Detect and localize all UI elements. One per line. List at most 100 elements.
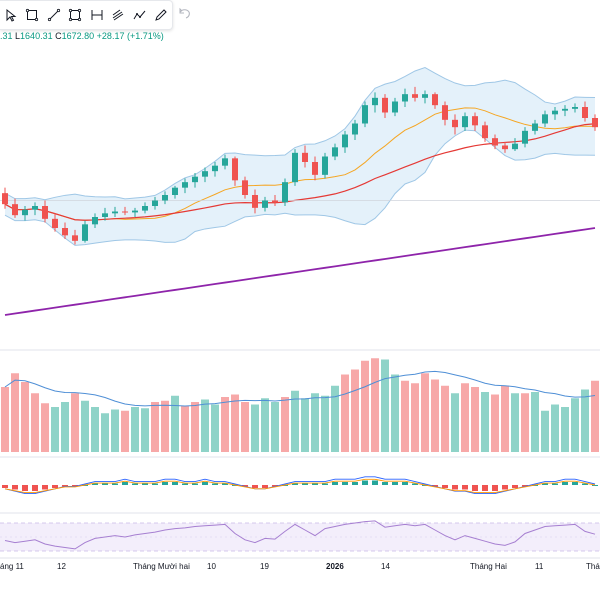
volume-bar[interactable]	[561, 407, 569, 452]
macd-histogram-bar[interactable]	[502, 485, 508, 490]
candle-body[interactable]	[182, 182, 188, 188]
macd-histogram-bar[interactable]	[22, 485, 28, 491]
candle-body[interactable]	[72, 235, 78, 241]
candle-body[interactable]	[472, 116, 478, 126]
macd-histogram-bar[interactable]	[462, 485, 468, 490]
candle-body[interactable]	[142, 206, 148, 211]
macd-histogram-bar[interactable]	[112, 483, 118, 486]
candle-body[interactable]	[212, 165, 218, 172]
macd-histogram-bar[interactable]	[272, 485, 278, 487]
volume-bar[interactable]	[21, 382, 29, 452]
volume-bar[interactable]	[361, 360, 369, 452]
macd-histogram-bar[interactable]	[192, 483, 198, 486]
candle-body[interactable]	[92, 217, 98, 225]
macd-histogram-bar[interactable]	[222, 483, 228, 486]
candle-body[interactable]	[122, 211, 128, 213]
measure-tool[interactable]	[86, 2, 108, 28]
macd-histogram-bar[interactable]	[132, 483, 138, 486]
candle-body[interactable]	[522, 130, 528, 144]
candle-body[interactable]	[382, 97, 388, 113]
candle-body[interactable]	[62, 228, 68, 236]
fib-channel-tool[interactable]	[108, 2, 130, 28]
volume-bar[interactable]	[461, 383, 469, 452]
volume-bar[interactable]	[551, 404, 559, 453]
candle-body[interactable]	[562, 108, 568, 111]
candle-body[interactable]	[292, 152, 298, 183]
volume-bar[interactable]	[471, 387, 479, 452]
candle-body[interactable]	[192, 176, 198, 183]
macd-histogram-bar[interactable]	[312, 483, 318, 486]
candle-body[interactable]	[322, 156, 328, 175]
macd-histogram-bar[interactable]	[202, 482, 208, 485]
candle-body[interactable]	[392, 101, 398, 113]
macd-histogram-bar[interactable]	[182, 483, 188, 486]
candle-body[interactable]	[462, 116, 468, 128]
path-tool[interactable]	[129, 2, 151, 28]
volume-bar[interactable]	[501, 385, 509, 452]
candle-body[interactable]	[582, 107, 588, 118]
macd-histogram-bar[interactable]	[402, 482, 408, 485]
macd-histogram-bar[interactable]	[552, 483, 558, 486]
candle-body[interactable]	[272, 200, 278, 203]
macd-histogram-bar[interactable]	[102, 483, 108, 486]
volume-bar[interactable]	[291, 390, 299, 452]
macd-pane[interactable]	[2, 476, 598, 495]
volume-bar[interactable]	[521, 393, 529, 452]
volume-bar[interactable]	[281, 397, 289, 452]
candle-body[interactable]	[302, 152, 308, 162]
macd-histogram-bar[interactable]	[122, 482, 128, 485]
macd-histogram-bar[interactable]	[442, 485, 448, 488]
candle-body[interactable]	[42, 206, 48, 219]
volume-bar[interactable]	[231, 394, 239, 453]
macd-histogram-bar[interactable]	[232, 485, 238, 486]
volume-bar[interactable]	[81, 400, 89, 452]
candle-body[interactable]	[242, 180, 248, 195]
volume-bar[interactable]	[591, 380, 599, 452]
candle-body[interactable]	[162, 195, 168, 201]
candle-body[interactable]	[152, 200, 158, 207]
volume-bar[interactable]	[111, 409, 119, 453]
macd-histogram-bar[interactable]	[412, 483, 418, 486]
volume-bar[interactable]	[271, 402, 279, 452]
volume-bar[interactable]	[541, 410, 549, 452]
macd-histogram-bar[interactable]	[62, 485, 68, 487]
macd-histogram-bar[interactable]	[352, 482, 358, 485]
volume-bar[interactable]	[351, 369, 359, 453]
volume-bar[interactable]	[431, 379, 439, 453]
candle-body[interactable]	[252, 195, 258, 208]
macd-histogram-bar[interactable]	[372, 480, 378, 486]
macd-histogram-bar[interactable]	[482, 485, 488, 491]
macd-histogram-bar[interactable]	[332, 482, 338, 485]
candle-body[interactable]	[592, 118, 598, 128]
volume-bar[interactable]	[211, 404, 219, 453]
macd-histogram-bar[interactable]	[512, 485, 518, 488]
volume-bar[interactable]	[241, 402, 249, 452]
volume-bar[interactable]	[391, 374, 399, 453]
volume-bar[interactable]	[301, 398, 309, 452]
macd-histogram-bar[interactable]	[162, 482, 168, 485]
macd-histogram-bar[interactable]	[52, 485, 58, 488]
candle-body[interactable]	[112, 211, 118, 214]
volume-bar[interactable]	[531, 392, 539, 452]
volume-bar[interactable]	[151, 402, 159, 452]
candle-body[interactable]	[482, 125, 488, 139]
macd-histogram-bar[interactable]	[82, 485, 88, 486]
volume-bar[interactable]	[141, 408, 149, 452]
candle-body[interactable]	[282, 182, 288, 203]
volume-bar[interactable]	[321, 395, 329, 452]
macd-histogram-bar[interactable]	[212, 483, 218, 486]
candle-body[interactable]	[232, 158, 238, 181]
candle-body[interactable]	[552, 110, 558, 115]
trend-line-tool[interactable]	[43, 2, 65, 28]
macd-histogram-bar[interactable]	[362, 480, 368, 486]
candle-body[interactable]	[352, 123, 358, 135]
macd-histogram-bar[interactable]	[522, 485, 528, 487]
volume-bar[interactable]	[171, 395, 179, 452]
volume-bar[interactable]	[61, 402, 69, 452]
candle-body[interactable]	[492, 138, 498, 146]
macd-histogram-bar[interactable]	[262, 485, 268, 488]
macd-histogram-bar[interactable]	[572, 482, 578, 485]
volume-bar[interactable]	[121, 410, 129, 452]
macd-histogram-bar[interactable]	[562, 482, 568, 485]
volume-bar[interactable]	[581, 389, 589, 453]
